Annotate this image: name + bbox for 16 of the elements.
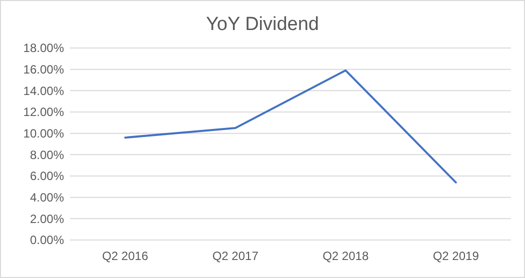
y-tick-label: 16.00%	[23, 62, 64, 77]
x-tick-label: Q2 2018	[322, 249, 369, 263]
y-tick-label: 12.00%	[23, 105, 64, 120]
x-tick-label: Q2 2017	[212, 249, 259, 263]
x-tick-label: Q2 2019	[432, 249, 480, 263]
y-tick-label: 2.00%	[30, 212, 64, 226]
line-series	[124, 69, 457, 184]
y-tick-label: 14.00%	[23, 84, 64, 98]
y-tick-label: 6.00%	[30, 169, 64, 184]
y-tick-label: 18.00%	[23, 41, 64, 56]
y-tick-label: 4.00%	[30, 190, 64, 205]
y-tick-label: 10.00%	[23, 126, 64, 141]
y-tick-label: 0.00%	[30, 233, 64, 248]
x-tick-label: Q2 2016	[102, 249, 148, 263]
y-tick-label: 8.00%	[30, 148, 64, 162]
chart-title: YoY Dividend	[206, 14, 320, 35]
